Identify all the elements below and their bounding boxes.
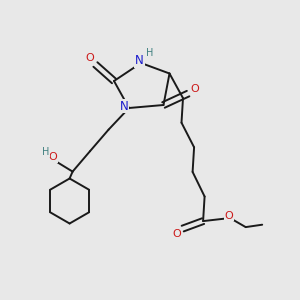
Text: H: H (42, 147, 49, 157)
Text: N: N (135, 54, 144, 67)
Text: H: H (146, 48, 154, 59)
Text: O: O (48, 152, 57, 162)
Text: O: O (85, 53, 94, 63)
Text: O: O (224, 211, 233, 221)
Text: O: O (190, 84, 199, 94)
Text: N: N (120, 100, 129, 113)
Text: O: O (172, 229, 181, 239)
